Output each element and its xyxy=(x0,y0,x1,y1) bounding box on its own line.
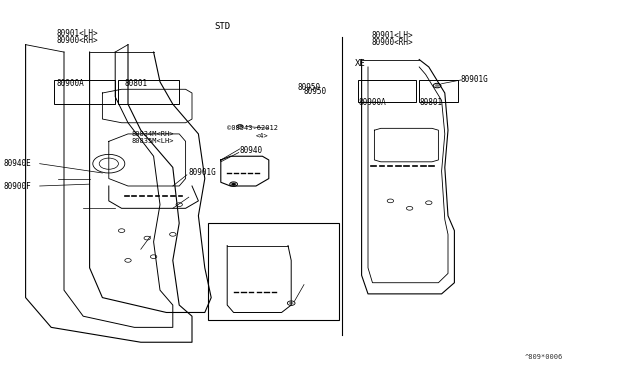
Text: 80940: 80940 xyxy=(240,146,263,155)
Text: ©08543-62012: ©08543-62012 xyxy=(227,125,278,131)
Text: 80900A: 80900A xyxy=(358,98,386,107)
Circle shape xyxy=(289,302,293,304)
Text: 80950: 80950 xyxy=(298,83,321,92)
Circle shape xyxy=(238,125,242,128)
Text: 80940E: 80940E xyxy=(3,159,31,168)
Text: STD: STD xyxy=(214,22,230,31)
Bar xyxy=(208,223,339,320)
Text: 80801: 80801 xyxy=(419,98,442,107)
Bar xyxy=(358,80,416,102)
Text: 80900F: 80900F xyxy=(3,182,31,190)
Circle shape xyxy=(435,84,439,87)
Bar xyxy=(54,80,115,104)
Text: 80835M<LH>: 80835M<LH> xyxy=(131,138,173,144)
Text: XE: XE xyxy=(355,59,366,68)
Bar xyxy=(419,80,458,102)
Text: 80901<LH>: 80901<LH> xyxy=(371,31,413,40)
Circle shape xyxy=(232,183,236,185)
Text: ^809*0006: ^809*0006 xyxy=(525,354,563,360)
Text: 80801: 80801 xyxy=(125,79,148,88)
Text: 80834M<RH>: 80834M<RH> xyxy=(131,131,173,137)
Text: 80901G: 80901G xyxy=(461,76,488,84)
Bar xyxy=(118,80,179,104)
Text: <4>: <4> xyxy=(256,133,269,139)
Text: 80900<RH>: 80900<RH> xyxy=(56,36,98,45)
Text: 80950: 80950 xyxy=(304,87,327,96)
Text: 80901<LH>: 80901<LH> xyxy=(56,29,98,38)
Text: 80900<RH>: 80900<RH> xyxy=(371,38,413,47)
Text: 80900A: 80900A xyxy=(56,79,84,88)
Text: 80901G: 80901G xyxy=(189,169,216,177)
